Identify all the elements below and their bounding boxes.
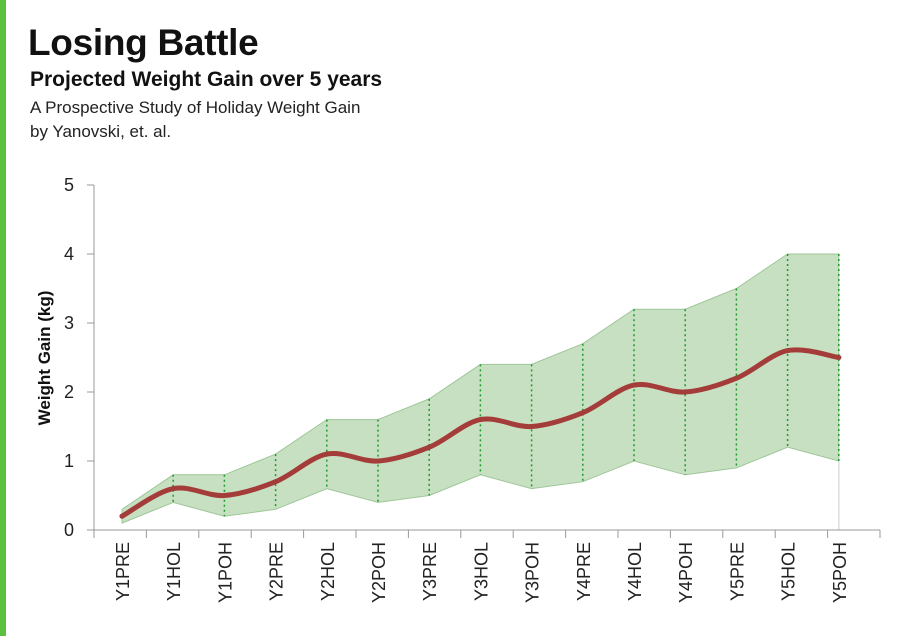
x-tick-label-y5pre: Y5PRE <box>727 542 747 601</box>
data-point-y5pre <box>733 375 739 381</box>
data-point-y4hol <box>631 382 637 388</box>
data-point-y1hol <box>170 486 176 492</box>
data-point-y2pre <box>273 479 279 485</box>
data-point-y5hol <box>785 348 791 354</box>
x-tick-label-y1poh: Y1POH <box>215 542 235 603</box>
x-tick-label-y5hol: Y5HOL <box>779 542 799 601</box>
x-tick-label-y2hol: Y2HOL <box>318 542 338 601</box>
data-point-y4poh <box>682 389 688 395</box>
data-point-y2hol <box>324 451 330 457</box>
data-point-y5poh <box>836 355 842 360</box>
x-tick-label-y4hol: Y4HOL <box>625 542 645 601</box>
y-axis-label: Weight Gain (kg) <box>35 291 54 426</box>
x-tick-label-y4pre: Y4PRE <box>574 542 594 601</box>
y-tick-label-4: 4 <box>64 244 74 264</box>
y-tick-label-5: 5 <box>64 175 74 195</box>
series-line-layer <box>119 347 842 519</box>
source-line-1: A Prospective Study of Holiday Weight Ga… <box>30 98 361 117</box>
data-point-y3pre <box>426 444 432 450</box>
data-point-y4pre <box>580 410 586 416</box>
source-line-2: by Yanovski, et. al. <box>30 122 172 141</box>
chart-subtitle: Projected Weight Gain over 5 years <box>30 68 383 91</box>
range-band <box>121 253 840 524</box>
x-tick-label-y5poh: Y5POH <box>830 542 850 603</box>
data-point-y1poh <box>221 493 227 498</box>
data-point-y2poh <box>375 458 381 464</box>
range-band-layer <box>121 253 840 524</box>
y-tick-label-1: 1 <box>64 451 74 471</box>
data-point-y3poh <box>529 424 535 429</box>
x-tick-label-y1pre: Y1PRE <box>113 542 133 601</box>
axes-layer <box>87 184 881 538</box>
x-tick-label-y4poh: Y4POH <box>676 542 696 603</box>
y-tick-label-2: 2 <box>64 382 74 402</box>
x-tick-label-y1hol: Y1HOL <box>164 542 184 601</box>
x-tick-label-y3hol: Y3HOL <box>471 542 491 601</box>
chart-title: Losing Battle <box>28 22 259 63</box>
x-tick-label-y3poh: Y3POH <box>523 542 543 603</box>
y-tick-label-3: 3 <box>64 313 74 333</box>
x-tick-label-y2pre: Y2PRE <box>267 542 287 601</box>
x-tick-label-y3pre: Y3PRE <box>420 542 440 601</box>
x-tick-label-y2poh: Y2POH <box>369 542 389 603</box>
tick-labels-layer: 0 1 2 3 4 5 Y1PRE Y1HOL Y1POH Y2PRE Y2HOL Y2POH Y3PR… <box>64 175 850 603</box>
data-point-y1pre <box>119 513 125 519</box>
source-citation: A Prospective Study of Holiday Weight Ga… <box>30 96 360 144</box>
y-tick-label-0: 0 <box>64 520 74 540</box>
data-point-y3hol <box>477 417 483 423</box>
